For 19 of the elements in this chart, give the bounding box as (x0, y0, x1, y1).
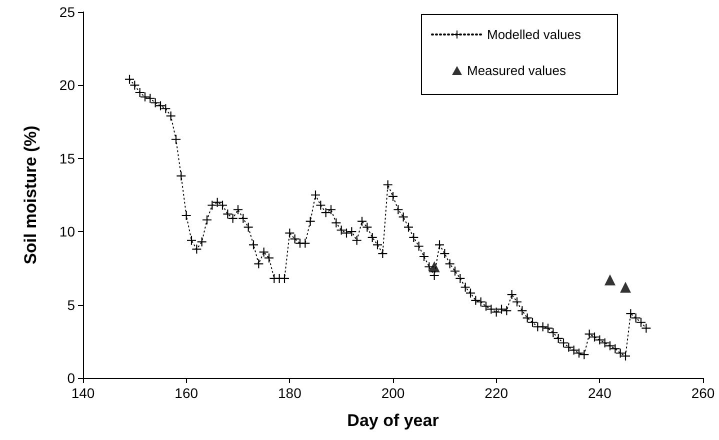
y-tick-label: 15 (59, 150, 76, 166)
x-axis-title: Day of year (347, 411, 440, 430)
y-axis-title: Soil moisture (%) (21, 126, 40, 264)
x-tick-label: 140 (71, 385, 95, 401)
x-tick-label: 160 (174, 385, 198, 401)
y-tick-label: 25 (59, 4, 76, 20)
x-tick-label: 220 (484, 385, 508, 401)
point (604, 274, 616, 286)
legend-label: Measured values (467, 63, 566, 78)
x-tick-label: 180 (278, 385, 302, 401)
y-tick-label: 0 (67, 370, 76, 386)
x-tick-label: 240 (588, 385, 612, 401)
x-tick-label: 200 (381, 385, 405, 401)
x-tick-label: 260 (691, 385, 715, 401)
y-tick-label: 5 (67, 296, 76, 313)
y-tick-label: 20 (59, 77, 76, 94)
point (620, 282, 631, 293)
legend-label: Modelled values (487, 27, 582, 42)
y-tick-label: 10 (59, 224, 76, 240)
